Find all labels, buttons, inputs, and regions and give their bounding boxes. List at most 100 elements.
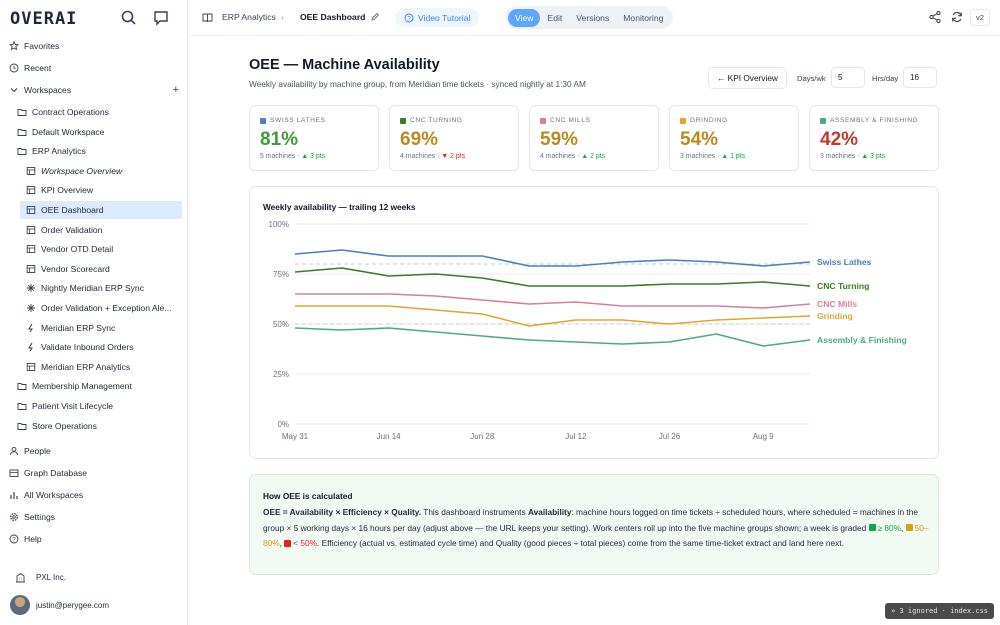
kpi-card-machine-count: 4 machines: [540, 153, 576, 160]
page-icon: [25, 185, 36, 196]
help-icon: ?: [8, 534, 19, 545]
video-tutorial-button[interactable]: ? Video Tutorial: [395, 8, 480, 27]
sidebar-item-nightly-meridian-erp-sync[interactable]: Nightly Meridian ERP Sync: [25, 279, 181, 297]
hours-per-day-input[interactable]: [903, 67, 937, 88]
app-logo: OVERAI: [10, 9, 78, 29]
sidebar-item-label: Order Validation: [41, 224, 103, 235]
sidebar-item-label: Validate Inbound Orders: [41, 342, 134, 353]
sidebar-item-label: Patient Visit Lifecycle: [32, 401, 114, 411]
x-tick-label: Jul 26: [659, 432, 681, 441]
series-line-cnc-mills: [295, 293, 811, 309]
nav-graph-database[interactable]: Graph Database: [8, 464, 181, 482]
info-body: OEE = Availability × Efficiency × Qualit…: [263, 507, 929, 548]
kpi-card-machine-count: 3 machines: [820, 153, 856, 160]
days-per-week-input[interactable]: [831, 67, 865, 88]
sidebar-item-kpi-overview[interactable]: KPI Overview: [25, 181, 181, 199]
kpi-card-label-text: CNC MILLS: [550, 117, 591, 124]
sidebar-item-vendor-scorecard[interactable]: Vendor Scorecard: [25, 260, 181, 278]
sidebar-item-label: Store Operations: [32, 420, 97, 431]
y-tick-label: 25%: [273, 370, 289, 379]
sidebar-item-contract-operations[interactable]: Contract Operations: [16, 103, 181, 121]
tab-view[interactable]: View: [508, 8, 541, 27]
kpi-card-label-text: GRINDING: [690, 117, 728, 124]
video-tutorial-label: Video Tutorial: [418, 12, 471, 23]
sidebar-item-order-validation-exception-ale[interactable]: Order Validation + Exception Ale...: [25, 299, 181, 317]
search-icon[interactable]: [120, 9, 138, 27]
series-swatch: [680, 117, 686, 124]
tab-edit[interactable]: Edit: [547, 12, 563, 23]
page-icon: [25, 244, 36, 255]
sidebar-item-meridian-erp-analytics[interactable]: Meridian ERP Analytics: [25, 358, 181, 376]
tab-versions[interactable]: Versions: [576, 12, 610, 23]
sidebar-item-patient-visit-lifecycle[interactable]: Patient Visit Lifecycle: [16, 397, 181, 415]
building-icon: [10, 572, 30, 583]
series-swatch: [820, 117, 826, 124]
sidebar-item-default-workspace[interactable]: Default Workspace: [16, 123, 181, 141]
folder-icon: [16, 420, 27, 431]
sidebar-item-erp-analytics[interactable]: ERP Analytics: [16, 142, 181, 160]
kpi-card-cnc-turning: CNC TURNING 69% 4 machines · ▼ 2 pts: [389, 105, 519, 171]
kpi-card-label: CNC TURNING: [400, 117, 463, 124]
info-formula: OEE = Availability × Efficiency × Qualit…: [263, 507, 422, 517]
share-icon[interactable]: [928, 10, 942, 24]
nav-favorites[interactable]: Favorites: [8, 37, 181, 55]
sidebar: OVERAI Favorites Recent Workspaces + Con…: [0, 0, 188, 625]
version-badge[interactable]: v2: [970, 9, 990, 26]
folder-icon: [16, 107, 27, 118]
page-icon: [25, 165, 36, 176]
sidebar-item-workspace-overview[interactable]: Workspace Overview: [25, 162, 181, 180]
kpi-overview-button[interactable]: ← KPI Overview: [708, 67, 787, 89]
kpi-card-value: 69%: [400, 129, 439, 150]
kpi-card-delta: ▲ 3 pts: [861, 153, 886, 160]
sidebar-item-meridian-erp-sync[interactable]: Meridian ERP Sync: [25, 319, 181, 337]
sidebar-item-membership-management[interactable]: Membership Management: [16, 377, 181, 395]
breadcrumb-parent[interactable]: ERP Analytics: [222, 12, 276, 22]
series-label: CNC Mills: [817, 299, 857, 309]
gear-icon: [8, 512, 19, 523]
nav-workspaces[interactable]: Workspaces +: [8, 81, 181, 99]
org-switcher[interactable]: PXL Inc.: [10, 572, 66, 583]
nav-all-workspaces-label: All Workspaces: [24, 490, 84, 500]
view-mode-tabs: View Edit Versions Monitoring: [505, 6, 674, 29]
chat-icon[interactable]: [152, 9, 170, 27]
kpi-card-label-text: SWISS LATHES: [270, 117, 326, 124]
series-swatch: [260, 117, 266, 124]
series-line-assembly-finishing: [294, 327, 811, 347]
nav-people[interactable]: People: [8, 442, 181, 460]
series-label: Grinding: [817, 311, 853, 321]
kpi-card-label: ASSEMBLY & FINISHING: [820, 117, 918, 124]
kpi-card-machine-count: 4 machines: [400, 153, 436, 160]
nav-graph-database-label: Graph Database: [24, 468, 88, 478]
sidebar-item-order-validation[interactable]: Order Validation: [25, 221, 181, 239]
nav-all-workspaces[interactable]: All Workspaces: [8, 486, 181, 504]
folder-icon: [16, 126, 27, 137]
chart-bars-icon: [8, 490, 19, 501]
kpi-card-machine-count: 3 machines: [680, 153, 716, 160]
nav-people-label: People: [24, 446, 51, 456]
nav-recent[interactable]: Recent: [8, 59, 181, 77]
sidebar-item-store-operations[interactable]: Store Operations: [16, 417, 181, 435]
nav-recent-label: Recent: [24, 63, 52, 73]
sidebar-item-validate-inbound-orders[interactable]: Validate Inbound Orders: [25, 338, 181, 356]
tab-monitoring[interactable]: Monitoring: [623, 12, 664, 23]
add-workspace-button[interactable]: +: [172, 84, 179, 96]
workflow-icon: [25, 303, 36, 314]
pencil-icon[interactable]: [370, 12, 380, 22]
series-label: CNC Turning: [817, 281, 869, 291]
sidebar-item-vendor-otd-detail[interactable]: Vendor OTD Detail: [25, 240, 181, 258]
sidebar-item-label: Default Workspace: [32, 126, 105, 137]
sidebar-item-label: Meridian ERP Analytics: [41, 361, 131, 372]
workflow-icon: [25, 283, 36, 294]
function-icon: [25, 342, 36, 353]
kpi-card-value: 54%: [680, 129, 719, 150]
nav-settings[interactable]: Settings: [8, 508, 181, 526]
kpi-card-cnc-mills: CNC MILLS 59% 4 machines · ▲ 2 pts: [529, 105, 659, 171]
kpi-card-label-text: ASSEMBLY & FINISHING: [830, 117, 919, 124]
refresh-icon[interactable]: [950, 10, 964, 24]
series-line-cnc-turning: [294, 267, 811, 287]
sidebar-item-label: Vendor Scorecard: [41, 263, 110, 274]
nav-help[interactable]: ? Help: [8, 530, 181, 548]
sidebar-item-oee-dashboard[interactable]: OEE Dashboard: [20, 201, 182, 219]
sidebar-item-label: Nightly Meridian ERP Sync: [41, 283, 145, 294]
user-menu[interactable]: justin@perygee.com: [10, 595, 109, 615]
